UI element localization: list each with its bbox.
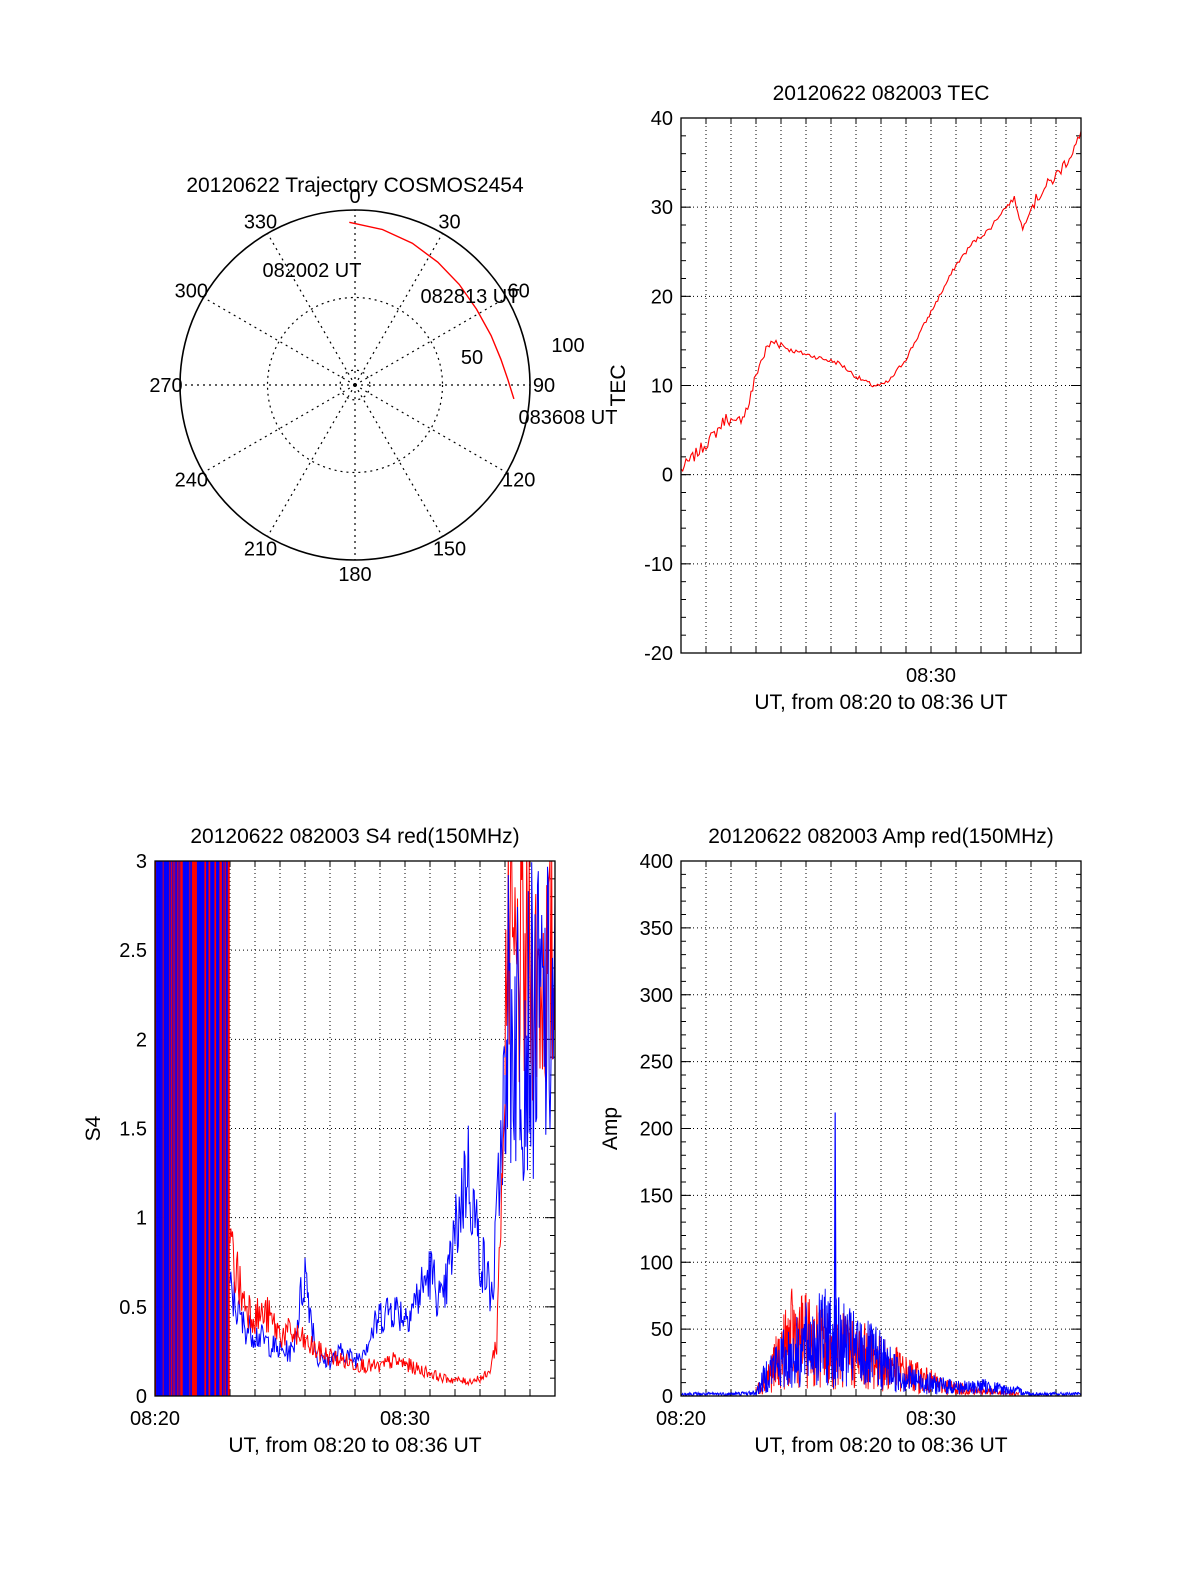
s4-blue-line [229, 1046, 506, 1370]
x-tick-label: 08:30 [906, 1408, 956, 1430]
azimuth-label: 90 [533, 375, 555, 397]
y-axis-label: TEC [607, 365, 630, 407]
x-axis-label: UT, from 08:20 to 08:36 UT [754, 691, 1007, 714]
plot-area [681, 1112, 1081, 1396]
amp-blue-peak [833, 1112, 837, 1356]
y-tick-label: 0 [136, 1386, 147, 1408]
y-tick-label: 20 [651, 286, 673, 308]
spoke [354, 296, 507, 386]
y-tick-label: 50 [651, 1319, 673, 1341]
y-tick-label: 30 [651, 197, 673, 219]
azimuth-label: 150 [433, 539, 466, 561]
chart-title: 20120622 Trajectory COSMOS2454 [186, 174, 524, 197]
s4-chart: 20120622 082003 S4 red(150MHz) 0 0.5 1 1.5 2 2… [82, 825, 556, 1457]
radius-label: 50 [461, 347, 483, 369]
s4-red-line [229, 1104, 506, 1387]
tec-chart: 20120622 082003 TEC -20 -10 0 10 20 30 40 08:30 U… [607, 82, 1082, 714]
s4-blue-late [504, 862, 555, 1181]
plot-area [155, 861, 555, 1396]
y-axis-label: S4 [82, 1115, 105, 1141]
spoke [203, 384, 356, 474]
trajectory-time-label: 082002 UT [263, 260, 362, 282]
azimuth-label: 60 [508, 281, 530, 303]
tec-series-line [681, 131, 1081, 472]
y-tick-label: 0 [662, 1386, 673, 1408]
spoke [354, 384, 444, 537]
y-tick-label: 1.5 [119, 1119, 147, 1141]
spoke [203, 296, 356, 386]
y-tick-label: 150 [640, 1185, 673, 1207]
y-tick-label: 0.5 [119, 1297, 147, 1319]
y-tick-label: 1 [136, 1208, 147, 1230]
spoke [266, 233, 356, 386]
azimuth-label: 210 [244, 539, 277, 561]
chart-title: 20120622 082003 S4 red(150MHz) [190, 825, 519, 848]
azimuth-label: 240 [175, 470, 208, 492]
trajectory-line [349, 221, 515, 400]
spoke [266, 384, 356, 537]
y-tick-label: 200 [640, 1119, 673, 1141]
azimuth-label: 30 [438, 211, 460, 233]
amp-chart: 20120622 082003 Amp red(150MHz) 0 50 100 150… [599, 825, 1082, 1457]
y-axis-label: Amp [599, 1107, 622, 1150]
chart-title: 20120622 082003 TEC [773, 82, 990, 105]
azimuth-label: 300 [175, 281, 208, 303]
x-tick-label: 08:20 [130, 1408, 180, 1430]
azimuth-label: 0 [349, 186, 360, 208]
y-tick-label: 10 [651, 376, 673, 398]
y-tick-label: 0 [662, 465, 673, 487]
x-tick-label: 08:20 [656, 1408, 706, 1430]
azimuth-label: 330 [244, 211, 277, 233]
y-tick-label: 2.5 [119, 940, 147, 962]
trajectory-time-label: 083608 UT [519, 407, 618, 429]
spoke [354, 384, 507, 474]
x-axis-label: UT, from 08:20 to 08:36 UT [228, 1434, 481, 1457]
plot-frame [680, 117, 1082, 654]
y-tick-label: 250 [640, 1052, 673, 1074]
amp-blue-line [681, 1288, 1081, 1396]
inner-ring [339, 369, 371, 401]
plot-area [681, 131, 1081, 472]
y-tick-label: -20 [644, 643, 673, 665]
plot-frame [154, 860, 556, 1397]
y-tick-label: -10 [644, 554, 673, 576]
trajectory-time-label: 082813 UT [421, 286, 520, 308]
x-axis-label: UT, from 08:20 to 08:36 UT [754, 1434, 1007, 1457]
y-tick-label: 350 [640, 918, 673, 940]
x-tick-label: 08:30 [906, 665, 956, 687]
y-tick-label: 100 [640, 1252, 673, 1274]
y-tick-label: 3 [136, 851, 147, 873]
plot-frame [680, 860, 1082, 1397]
azimuth-label: 180 [338, 564, 371, 586]
s4-red-late [504, 861, 555, 1101]
chart-title: 20120622 082003 Amp red(150MHz) [708, 825, 1054, 848]
y-tick-label: 400 [640, 851, 673, 873]
x-tick-label: 08:30 [380, 1408, 430, 1430]
radius-label: 100 [551, 335, 584, 357]
inner-ring [266, 296, 444, 474]
y-tick-label: 40 [651, 108, 673, 130]
y-tick-label: 300 [640, 985, 673, 1007]
azimuth-label: 120 [502, 470, 535, 492]
y-tick-label: 2 [136, 1029, 147, 1051]
azimuth-label: 270 [149, 375, 182, 397]
spoke [354, 233, 444, 386]
